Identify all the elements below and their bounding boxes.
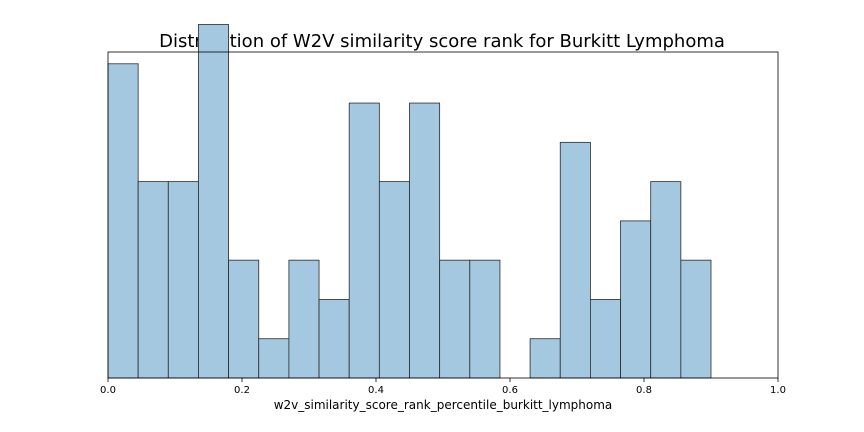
histogram-bar-15 <box>559 141 591 379</box>
histogram-bar-3 <box>198 24 229 379</box>
histogram-bar-7 <box>318 299 350 379</box>
x-tick-label-5: 1.0 <box>770 385 786 396</box>
x-tick-label-4: 0.8 <box>636 385 652 396</box>
x-tick-label-0: 0.0 <box>100 385 116 396</box>
bars-group <box>107 24 712 379</box>
histogram-bar-1 <box>137 181 169 379</box>
histogram-bar-11 <box>439 259 471 379</box>
x-tick-label-2: 0.4 <box>368 385 384 396</box>
histogram-bar-17 <box>620 220 652 379</box>
chart-title: Distribution of W2V similarity score ran… <box>159 31 725 52</box>
x-tick-label-1: 0.2 <box>234 385 250 396</box>
histogram-bar-19 <box>680 259 712 379</box>
histogram-bar-16 <box>590 299 621 379</box>
plot-area-frame <box>107 51 779 379</box>
histogram-bar-5 <box>258 338 290 379</box>
histogram-bar-8 <box>348 102 380 379</box>
histogram-bar-9 <box>378 181 410 379</box>
histogram-bar-18 <box>650 181 682 379</box>
histogram-bar-6 <box>288 259 320 379</box>
x-axis-label: w2v_similarity_score_rank_percentile_bur… <box>274 398 613 412</box>
histogram-bar-14 <box>529 338 561 379</box>
histogram-bar-4 <box>228 259 260 379</box>
histogram-bar-10 <box>409 102 441 379</box>
histogram-bar-0 <box>107 63 139 379</box>
histogram-bar-12 <box>469 259 501 379</box>
x-tick-label-3: 0.6 <box>502 385 518 396</box>
x-axis: 0.0 0.2 0.4 0.6 0.8 1.0 <box>100 378 786 396</box>
histogram-bar-2 <box>167 181 199 379</box>
